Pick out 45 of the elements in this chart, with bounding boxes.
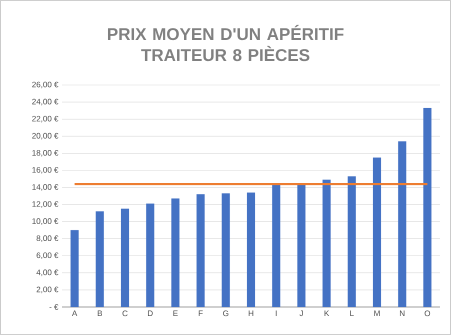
- y-tick-label: 20,00 €: [32, 132, 58, 140]
- x-tick-label: D: [148, 310, 153, 316]
- y-tick-label: 12,00 €: [32, 201, 58, 208]
- bar: [423, 108, 432, 308]
- x-tick-label: J: [300, 310, 303, 316]
- bar: [146, 204, 154, 308]
- x-tick-label: E: [173, 310, 178, 316]
- chart-title: PRIX MOYEN D'UN APÉRITIF TRAITEUR 8 PIÈCES: [108, 24, 344, 62]
- bar: [246, 192, 256, 308]
- bar: [348, 176, 356, 308]
- bar: [322, 180, 331, 308]
- y-tick-label: - €: [50, 304, 58, 310]
- x-tick-label: C: [122, 310, 128, 316]
- x-tick-label: F: [198, 310, 203, 316]
- x-tick-label: A: [72, 310, 78, 316]
- y-tick-label: 16,00 €: [32, 167, 58, 174]
- bar: [222, 193, 230, 308]
- x-tick-label: K: [324, 310, 330, 316]
- bar: [96, 211, 104, 308]
- x-tick-label: N: [400, 310, 404, 316]
- y-tick-label: 26,00 €: [32, 82, 58, 88]
- y-tick-label: 6,00 €: [36, 252, 58, 260]
- x-tick-label: O: [424, 310, 430, 316]
- bar: [272, 184, 280, 308]
- x-tick-label: H: [248, 310, 254, 316]
- y-tick-label: 10,00 €: [32, 218, 58, 225]
- bar: [297, 184, 306, 308]
- x-tick-label: M: [374, 310, 380, 316]
- bar: [398, 141, 406, 308]
- y-tick-label: 18,00 €: [32, 150, 58, 157]
- bar: [171, 198, 180, 308]
- bar: [372, 158, 382, 308]
- y-tick-label: 2,00 €: [36, 286, 58, 294]
- bar: [120, 208, 130, 308]
- x-tick-label: I: [276, 310, 277, 316]
- x-tick-label: B: [98, 310, 102, 316]
- bar: [196, 194, 205, 308]
- y-tick-label: 22,00 €: [32, 116, 58, 122]
- y-tick-label: 24,00 €: [32, 98, 58, 106]
- x-tick-label: L: [350, 310, 354, 316]
- y-tick-label: 8,00 €: [36, 235, 58, 242]
- y-tick-label: 14,00 €: [32, 184, 58, 191]
- y-tick-label: 4,00 €: [36, 270, 58, 276]
- x-tick-label: G: [223, 310, 228, 316]
- bar: [70, 230, 79, 308]
